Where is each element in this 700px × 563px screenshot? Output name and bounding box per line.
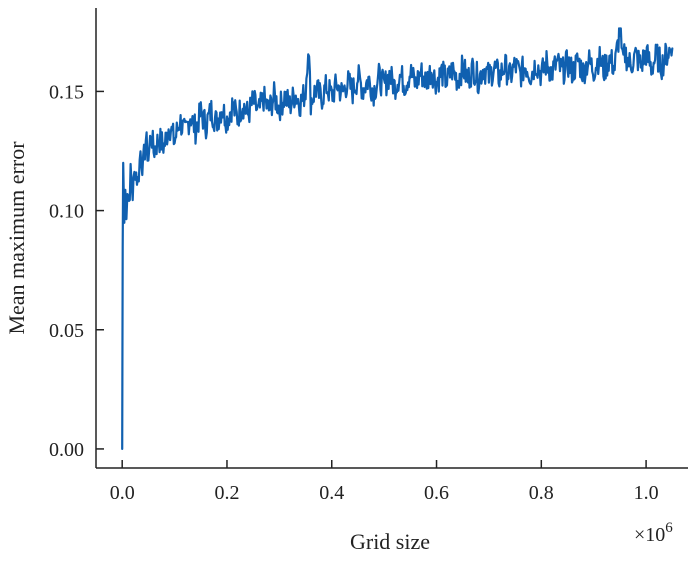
x-scale-factor: ×106	[634, 520, 673, 546]
x-scale-exponent: 6	[665, 520, 673, 536]
x-axis-label: Grid size	[350, 529, 430, 554]
y-tick-label: 0.10	[49, 201, 84, 223]
x-tick-label: 0.8	[529, 482, 554, 504]
x-scale-base: ×10	[634, 524, 665, 546]
x-tick-label: 0.0	[110, 482, 135, 504]
plot-area	[121, 27, 674, 450]
x-tick-label: 0.6	[424, 482, 449, 504]
y-ticks: 0.00 0.05 0.10 0.15	[49, 81, 104, 461]
y-tick-label: 0.15	[49, 81, 84, 103]
y-axis-label: Mean maximum error	[4, 141, 29, 335]
series-line	[121, 27, 674, 450]
y-tick-label: 0.00	[49, 439, 84, 461]
x-tick-label: 0.4	[319, 482, 344, 504]
x-ticks: 0.0 0.2 0.4 0.6 0.8 1.0	[110, 460, 659, 504]
x-tick-label: 0.2	[214, 482, 239, 504]
axes	[95, 8, 688, 469]
y-tick-label: 0.05	[49, 320, 84, 342]
x-tick-label: 1.0	[634, 482, 659, 504]
